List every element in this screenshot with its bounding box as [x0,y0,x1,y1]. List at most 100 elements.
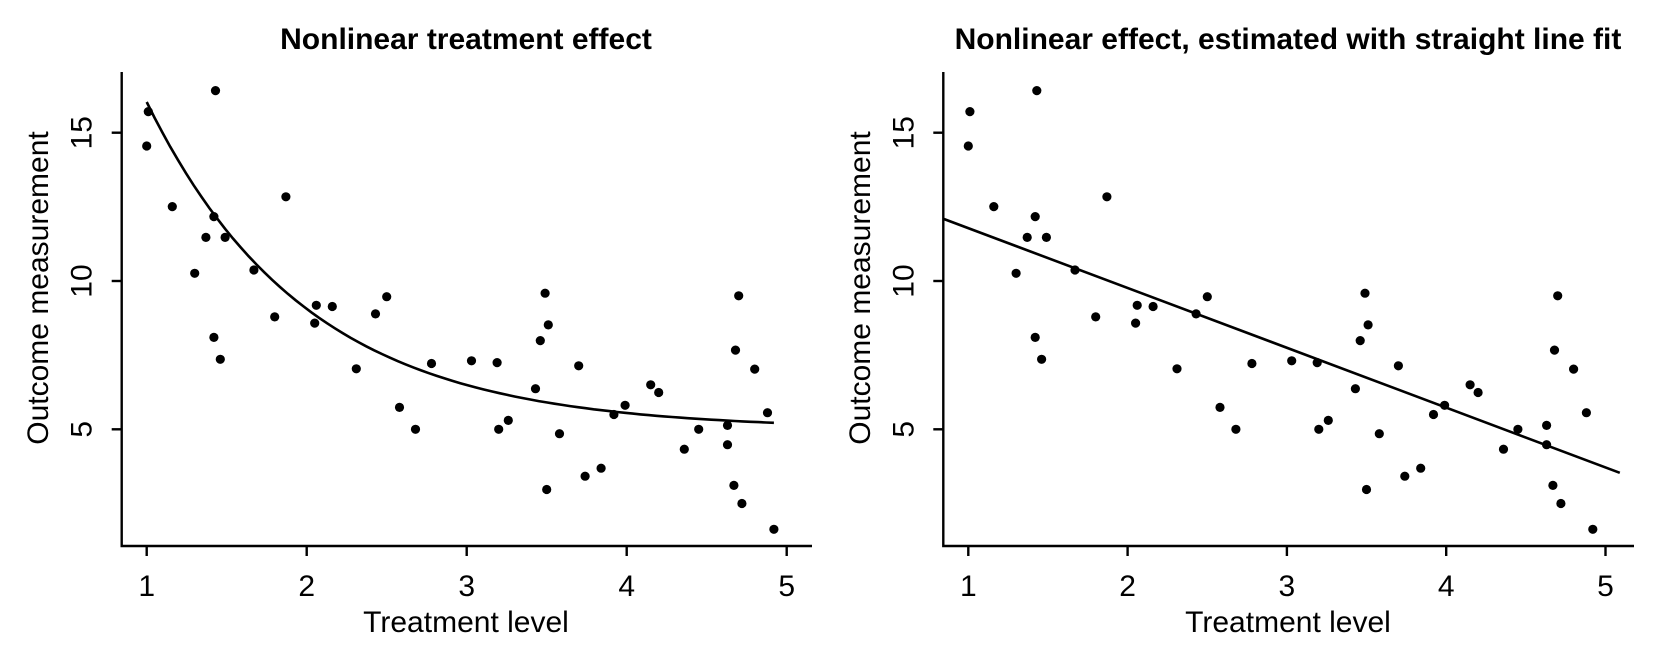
data-point [1030,332,1040,342]
data-point [722,420,733,430]
left-panel-plot: 1 2 3 4 5 5 10 15 [66,72,812,603]
data-point [965,107,975,117]
data-point [540,288,550,298]
data-point [1070,265,1080,275]
data-point [535,336,545,346]
x-tick-label: 5 [778,570,795,603]
data-point [1513,424,1523,434]
data-point [311,300,321,310]
data-point [1361,484,1372,495]
right-panel-title: Nonlinear effect, estimated with straigh… [955,23,1622,56]
data-point [1011,268,1021,278]
y-tick-label: 10 [887,264,920,297]
fit-curve [145,101,774,425]
x-tick-label: 1 [138,570,155,603]
data-point [1287,356,1297,366]
data-point [963,141,973,151]
data-point [1569,364,1579,374]
data-point [1037,354,1047,364]
left-x-axis-label: Treatment level [363,606,569,639]
data-point [190,268,200,278]
axis-lines [942,72,1634,548]
data-point [729,480,739,490]
data-point [1350,384,1360,394]
data-point [492,358,502,368]
data-point [1102,192,1112,202]
data-point [1314,424,1324,434]
y-tick-label: 15 [66,116,99,149]
data-point [1400,471,1410,481]
x-tick-label: 4 [1438,570,1455,603]
data-point [1172,364,1182,374]
data-point [1148,301,1158,312]
data-point [1553,291,1563,301]
data-point [270,312,280,322]
data-point [596,463,606,473]
data-point [554,429,565,439]
axis-lines [120,72,812,548]
data-point [750,364,760,374]
data-point [1323,415,1333,425]
left-panel-title: Nonlinear treatment effect [280,23,652,56]
data-point [737,498,747,509]
data-point [1363,320,1373,330]
x-tick-label: 3 [458,570,475,603]
right-x-axis-label: Treatment level [1185,606,1391,639]
data-point [1202,292,1212,302]
data-point [281,192,291,202]
data-point [1022,232,1032,242]
data-point [1416,463,1426,473]
data-point [1355,336,1365,346]
x-tick-label: 1 [960,570,977,603]
data-point [215,354,225,364]
x-tick-label: 3 [1279,570,1296,603]
data-point [1556,498,1566,509]
data-point [1542,440,1552,450]
data-point [1091,312,1101,322]
x-tick-label: 5 [1597,570,1614,603]
data-point [620,400,630,410]
x-tick-label: 4 [618,570,635,603]
data-point [466,356,477,366]
data-point [730,345,741,355]
data-point [1465,380,1475,390]
y-tick-label: 5 [887,421,920,438]
data-point [1549,345,1560,355]
data-point [530,384,541,394]
data-point [1041,232,1051,242]
data-point [646,380,656,390]
data-point [167,202,177,212]
data-point [394,402,405,412]
data-point [1360,288,1370,298]
data-point [1312,358,1322,368]
data-point [574,361,584,371]
data-point [762,408,773,418]
data-point [426,358,437,369]
data-point [989,202,999,212]
data-point [654,387,664,398]
x-tick-label: 2 [1119,570,1136,603]
data-point [1131,318,1141,328]
data-point [201,232,211,242]
data-point [327,301,337,312]
data-point [142,141,152,151]
data-point [1440,400,1450,410]
data-point [209,212,219,222]
data-point [1542,420,1552,430]
y-tick-label: 5 [66,421,99,438]
data-point [1548,480,1558,490]
data-point [609,409,619,420]
data-point [1393,361,1403,371]
data-point [310,318,320,328]
data-point [542,484,552,495]
data-point [722,440,733,450]
data-point [1588,524,1598,534]
data-point [209,332,219,342]
data-point [249,265,259,275]
data-point [503,415,513,425]
data-point [1132,300,1142,310]
data-point [1428,409,1439,420]
data-point [769,524,779,534]
